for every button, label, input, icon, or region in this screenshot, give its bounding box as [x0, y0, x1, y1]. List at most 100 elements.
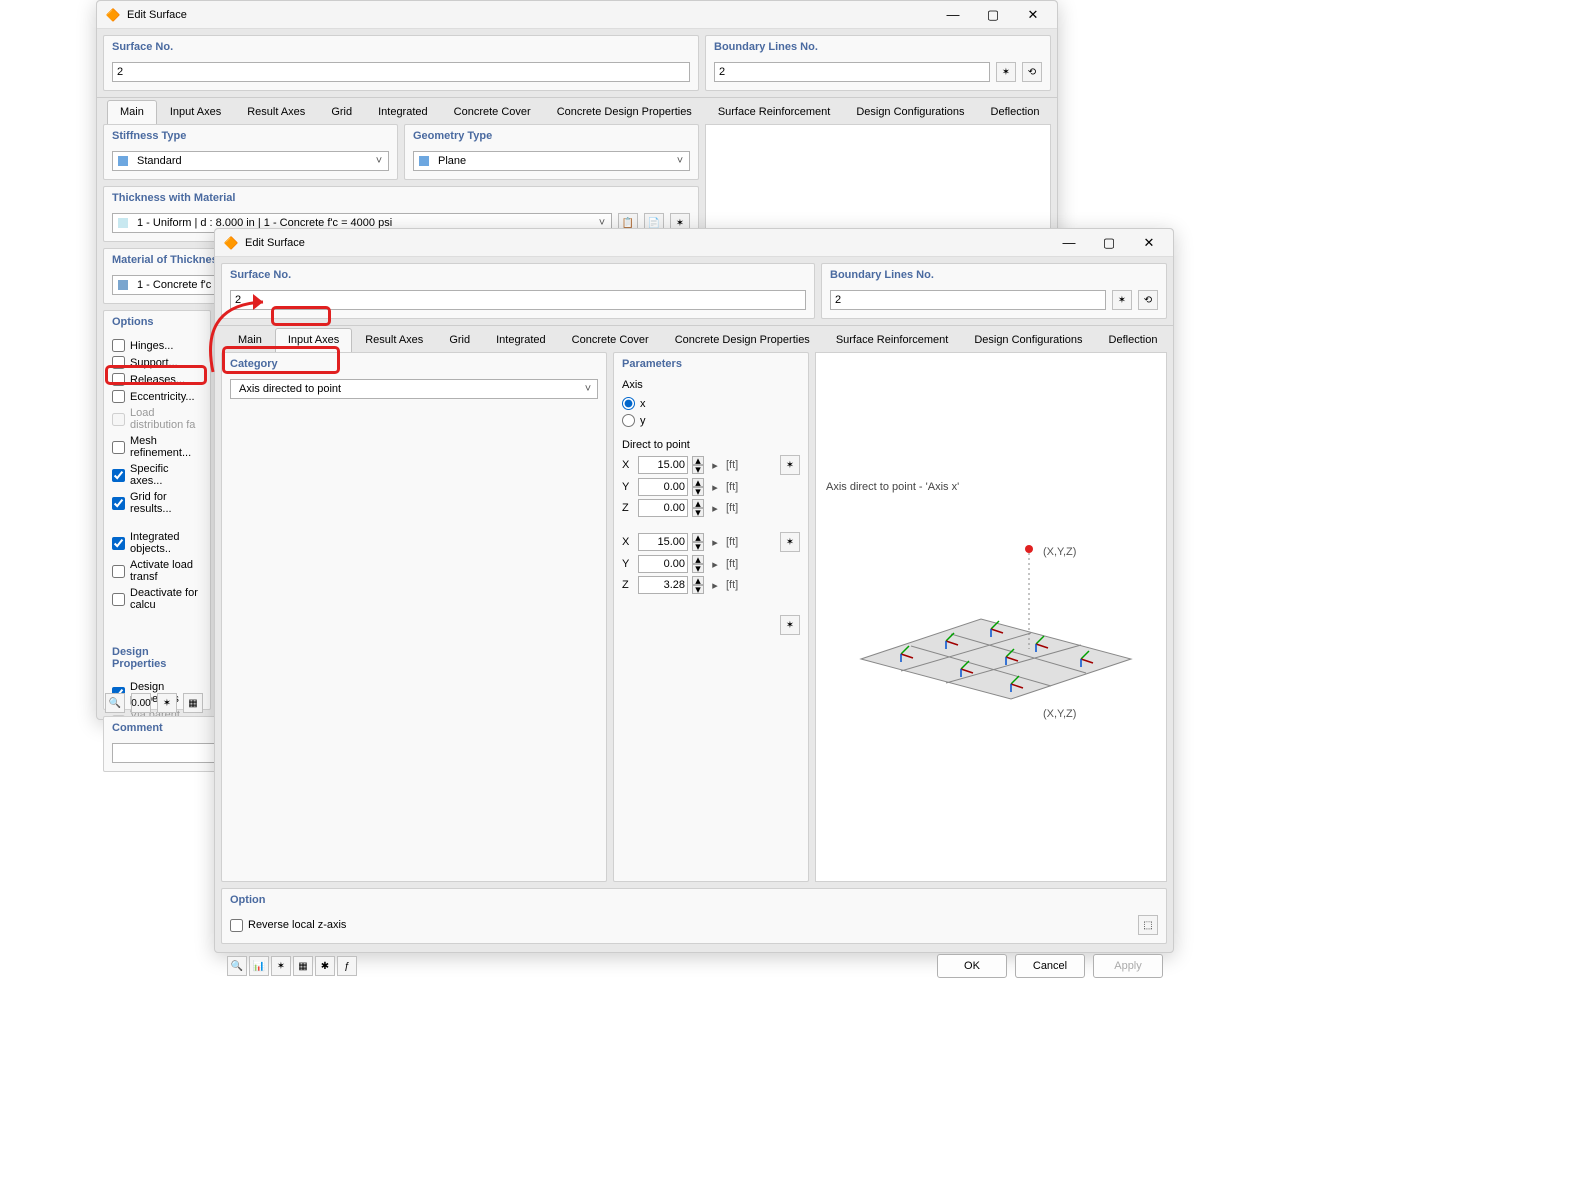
surface-no-input[interactable]	[112, 62, 690, 82]
footer-tool-1[interactable]: 🔍	[227, 956, 247, 976]
axis-y-radio[interactable]	[622, 414, 635, 427]
pick-point-button-2[interactable]: ✶	[780, 532, 800, 552]
apply-button[interactable]: Apply	[1093, 954, 1163, 978]
tab-deflection[interactable]: Deflection	[978, 100, 1053, 124]
titlebar: 🔶 Edit Surface — ▢ ✕	[97, 1, 1057, 29]
tab-surface-reinforce[interactable]: Surface Reinforcement	[705, 100, 844, 124]
geometry-combo[interactable]: Plane˅	[413, 151, 690, 171]
option-extra-button[interactable]: ⬚	[1138, 915, 1158, 935]
coord-unit: [ft]	[726, 579, 738, 591]
preview-grid-icon: (X,Y,Z) (X,Y,Z)	[831, 499, 1151, 759]
spin-down[interactable]: ▾	[692, 564, 704, 573]
tab-design-config[interactable]: Design Configurations	[843, 100, 977, 124]
footer-tool-2[interactable]: 📊	[249, 956, 269, 976]
thickness-label: Thickness with Material	[104, 187, 698, 209]
minimize-button[interactable]: —	[933, 2, 973, 28]
coord-input-1-Y[interactable]	[638, 478, 688, 496]
boundary-input[interactable]	[714, 62, 990, 82]
coord-axis-label: Z	[622, 502, 634, 514]
footer-btn3[interactable]: ✶	[157, 693, 177, 713]
play-icon[interactable]: ▸	[708, 576, 722, 594]
tab-surface-reinforce-front[interactable]: Surface Reinforcement	[823, 328, 962, 352]
footer-tool-3[interactable]: ✶	[271, 956, 291, 976]
option-checkbox-5[interactable]	[112, 441, 125, 454]
play-icon[interactable]: ▸	[708, 478, 722, 496]
pick-extra-button[interactable]: ✶	[780, 615, 800, 635]
option-checkbox-10[interactable]	[112, 593, 125, 606]
tab-main[interactable]: Main	[107, 100, 157, 125]
coord-input-2-Z[interactable]	[638, 576, 688, 594]
footer-tool-6[interactable]: ƒ	[337, 956, 357, 976]
tab-concrete-design-front[interactable]: Concrete Design Properties	[662, 328, 823, 352]
maximize-button[interactable]: ▢	[973, 2, 1013, 28]
option-checkbox-3[interactable]	[112, 390, 125, 403]
option-checkbox-0[interactable]	[112, 339, 125, 352]
coord-input-2-X[interactable]	[638, 533, 688, 551]
footer-tool-5[interactable]: ✱	[315, 956, 335, 976]
footer-tool-4[interactable]: ▦	[293, 956, 313, 976]
minimize-button[interactable]: —	[1049, 230, 1089, 256]
tab-input-axes-front[interactable]: Input Axes	[275, 328, 352, 353]
spin-down[interactable]: ▾	[692, 508, 704, 517]
option-checkbox-1[interactable]	[112, 356, 125, 369]
reverse-button-front[interactable]: ⟲	[1138, 290, 1158, 310]
category-combo[interactable]: Axis directed to point˅	[230, 379, 598, 399]
pick-lines-button[interactable]: ✶	[996, 62, 1016, 82]
spin-down[interactable]: ▾	[692, 585, 704, 594]
tab-integrated-front[interactable]: Integrated	[483, 328, 559, 352]
spin-down[interactable]: ▾	[692, 465, 704, 474]
tab-concrete-cover[interactable]: Concrete Cover	[441, 100, 544, 124]
footer-btn4[interactable]: ▦	[183, 693, 203, 713]
pick-point-button-1[interactable]: ✶	[780, 455, 800, 475]
spin-down[interactable]: ▾	[692, 487, 704, 496]
coord-axis-label: X	[622, 459, 634, 471]
spin-down[interactable]: ▾	[692, 542, 704, 551]
option-checkbox-8[interactable]	[112, 537, 125, 550]
tab-grid-front[interactable]: Grid	[436, 328, 483, 352]
option-checkbox-2[interactable]	[112, 373, 125, 386]
play-icon[interactable]: ▸	[708, 499, 722, 517]
boundary-input-front[interactable]	[830, 290, 1106, 310]
tab-input-axes[interactable]: Input Axes	[157, 100, 234, 124]
option-checkbox-9[interactable]	[112, 565, 125, 578]
ok-button[interactable]: OK	[937, 954, 1007, 978]
close-button[interactable]: ✕	[1129, 230, 1169, 256]
tab-design-config-front[interactable]: Design Configurations	[961, 328, 1095, 352]
maximize-button[interactable]: ▢	[1089, 230, 1129, 256]
tab-deflection-front[interactable]: Deflection	[1096, 328, 1171, 352]
footer-btn2[interactable]: 0.00	[131, 693, 151, 713]
play-icon[interactable]: ▸	[708, 555, 722, 573]
tab-main-front[interactable]: Main	[225, 328, 275, 352]
reverse-button[interactable]: ⟲	[1022, 62, 1042, 82]
close-button[interactable]: ✕	[1013, 2, 1053, 28]
option-checkbox-6[interactable]	[112, 469, 125, 482]
tab-result-axes[interactable]: Result Axes	[234, 100, 318, 124]
coord-input-1-X[interactable]	[638, 456, 688, 474]
axis-x-radio[interactable]	[622, 397, 635, 410]
pick-lines-button-front[interactable]: ✶	[1112, 290, 1132, 310]
option-checkbox-7[interactable]	[112, 497, 125, 510]
coord-input-1-Z[interactable]	[638, 499, 688, 517]
tab-result-axes-front[interactable]: Result Axes	[352, 328, 436, 352]
option-label-8: Integrated objects..	[130, 531, 202, 555]
chevron-down-icon: ˅	[370, 155, 388, 167]
titlebar-front: 🔶 Edit Surface — ▢ ✕	[215, 229, 1173, 257]
preview-header-front: Axis direct to point - 'Axis x'	[816, 475, 969, 499]
surface-no-label: Surface No.	[104, 36, 698, 58]
tab-grid[interactable]: Grid	[318, 100, 365, 124]
coord-axis-label: Z	[622, 579, 634, 591]
tab-concrete-cover-front[interactable]: Concrete Cover	[559, 328, 662, 352]
stiffness-combo[interactable]: Standard˅	[112, 151, 389, 171]
tab-integrated[interactable]: Integrated	[365, 100, 441, 124]
coord-input-2-Y[interactable]	[638, 555, 688, 573]
app-icon: 🔶	[105, 7, 121, 23]
cancel-button[interactable]: Cancel	[1015, 954, 1085, 978]
play-icon[interactable]: ▸	[708, 456, 722, 474]
surface-no-input-front[interactable]	[230, 290, 806, 310]
option-label-1: Support...	[130, 357, 178, 369]
reverse-z-checkbox[interactable]	[230, 919, 243, 932]
stiffness-label: Stiffness Type	[104, 125, 397, 147]
footer-btn1[interactable]: 🔍	[105, 693, 125, 713]
play-icon[interactable]: ▸	[708, 533, 722, 551]
tab-concrete-design[interactable]: Concrete Design Properties	[544, 100, 705, 124]
